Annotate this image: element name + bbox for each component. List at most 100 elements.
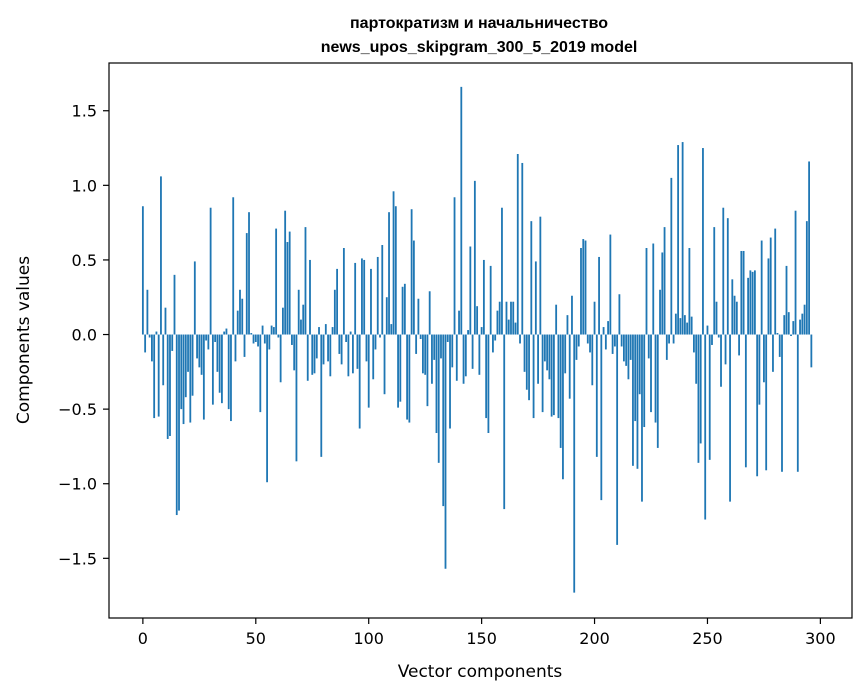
bar-146	[471, 334, 474, 369]
bar-87	[338, 334, 341, 354]
bar-150	[480, 327, 483, 335]
bar-4	[151, 334, 153, 362]
bar-70	[300, 319, 302, 335]
bar-177	[541, 334, 544, 413]
bar-116	[403, 283, 406, 335]
bar-295	[808, 161, 810, 335]
bar-96	[358, 334, 361, 429]
bar-172	[530, 221, 533, 335]
bar-51	[257, 334, 259, 347]
bar-262	[733, 295, 736, 335]
bar-110	[390, 324, 393, 335]
bar-133	[442, 334, 445, 507]
bar-92	[349, 331, 352, 335]
bar-230	[661, 252, 664, 335]
bar-6	[155, 331, 158, 335]
bar-291	[799, 319, 801, 335]
y-tick-label: 0.0	[72, 326, 97, 345]
bar-136	[449, 334, 451, 429]
bar-66	[291, 334, 293, 345]
bar-23	[193, 261, 196, 335]
bar-90	[345, 334, 348, 342]
bar-187	[564, 334, 567, 374]
bar-191	[573, 334, 576, 593]
bar-37	[225, 328, 228, 335]
bar-234	[670, 177, 673, 335]
bar-241	[686, 322, 689, 335]
bar-131	[437, 334, 440, 463]
bar-233	[668, 334, 670, 344]
bar-106	[381, 245, 384, 335]
bar-156	[494, 334, 497, 341]
bar-63	[284, 210, 287, 335]
bar-259	[726, 218, 729, 335]
y-tick-label: −1.5	[58, 549, 97, 568]
bar-80	[322, 334, 325, 365]
bar-64	[286, 242, 289, 335]
bar-284	[783, 315, 786, 335]
bar-174	[534, 261, 537, 335]
bar-101	[370, 268, 372, 335]
bar-83	[329, 334, 332, 377]
bar-256	[720, 334, 722, 387]
bar-86	[336, 268, 338, 335]
bar-134	[444, 334, 447, 569]
bar-243	[690, 316, 693, 335]
bar-119	[410, 209, 413, 335]
bar-65	[288, 231, 291, 335]
bar-98	[363, 259, 366, 335]
bar-267	[744, 334, 747, 468]
bar-105	[379, 334, 381, 338]
bar-216	[629, 334, 632, 360]
bar-293	[803, 304, 806, 335]
bar-269	[749, 270, 752, 335]
bar-175	[537, 334, 539, 384]
bar-276	[765, 334, 768, 471]
bar-169	[523, 334, 526, 372]
bar-188	[566, 315, 569, 335]
bar-39	[230, 334, 232, 422]
bar-28	[205, 334, 208, 341]
bar-263	[735, 301, 738, 335]
bar-212	[620, 334, 623, 347]
x-tick-label: 250	[692, 629, 723, 648]
bar-224	[647, 334, 650, 359]
bar-57	[270, 325, 273, 335]
bar-170	[525, 334, 528, 390]
bar-171	[528, 334, 530, 401]
bar-221	[641, 334, 643, 502]
bar-222	[643, 334, 646, 428]
bar-251	[708, 334, 711, 460]
bar-series	[141, 86, 813, 593]
bar-181	[550, 334, 553, 417]
bar-72	[304, 227, 307, 335]
bar-25	[198, 334, 201, 368]
x-tick-label: 100	[353, 629, 384, 648]
bar-279	[772, 334, 774, 372]
bar-244	[693, 334, 695, 353]
bar-149	[478, 334, 481, 375]
bar-99	[365, 334, 368, 362]
bar-61	[279, 334, 282, 383]
bar-200	[593, 301, 596, 335]
bar-26	[200, 334, 203, 375]
bar-68	[295, 334, 298, 462]
bar-5	[153, 334, 156, 419]
bar-38	[227, 334, 230, 410]
bar-292	[801, 313, 804, 335]
bar-52	[259, 334, 262, 413]
bar-43	[239, 289, 241, 335]
bar-260	[729, 334, 731, 502]
bar-199	[591, 334, 594, 386]
bar-67	[293, 334, 296, 371]
bar-217	[632, 334, 634, 466]
bar-219	[636, 334, 639, 469]
bar-235	[672, 334, 675, 344]
bar-129	[433, 334, 436, 360]
bar-157	[496, 310, 499, 335]
bar-167	[519, 334, 521, 344]
bar-242	[688, 248, 691, 335]
bar-108	[385, 297, 388, 335]
bar-211	[618, 294, 621, 335]
bar-112	[394, 206, 397, 335]
